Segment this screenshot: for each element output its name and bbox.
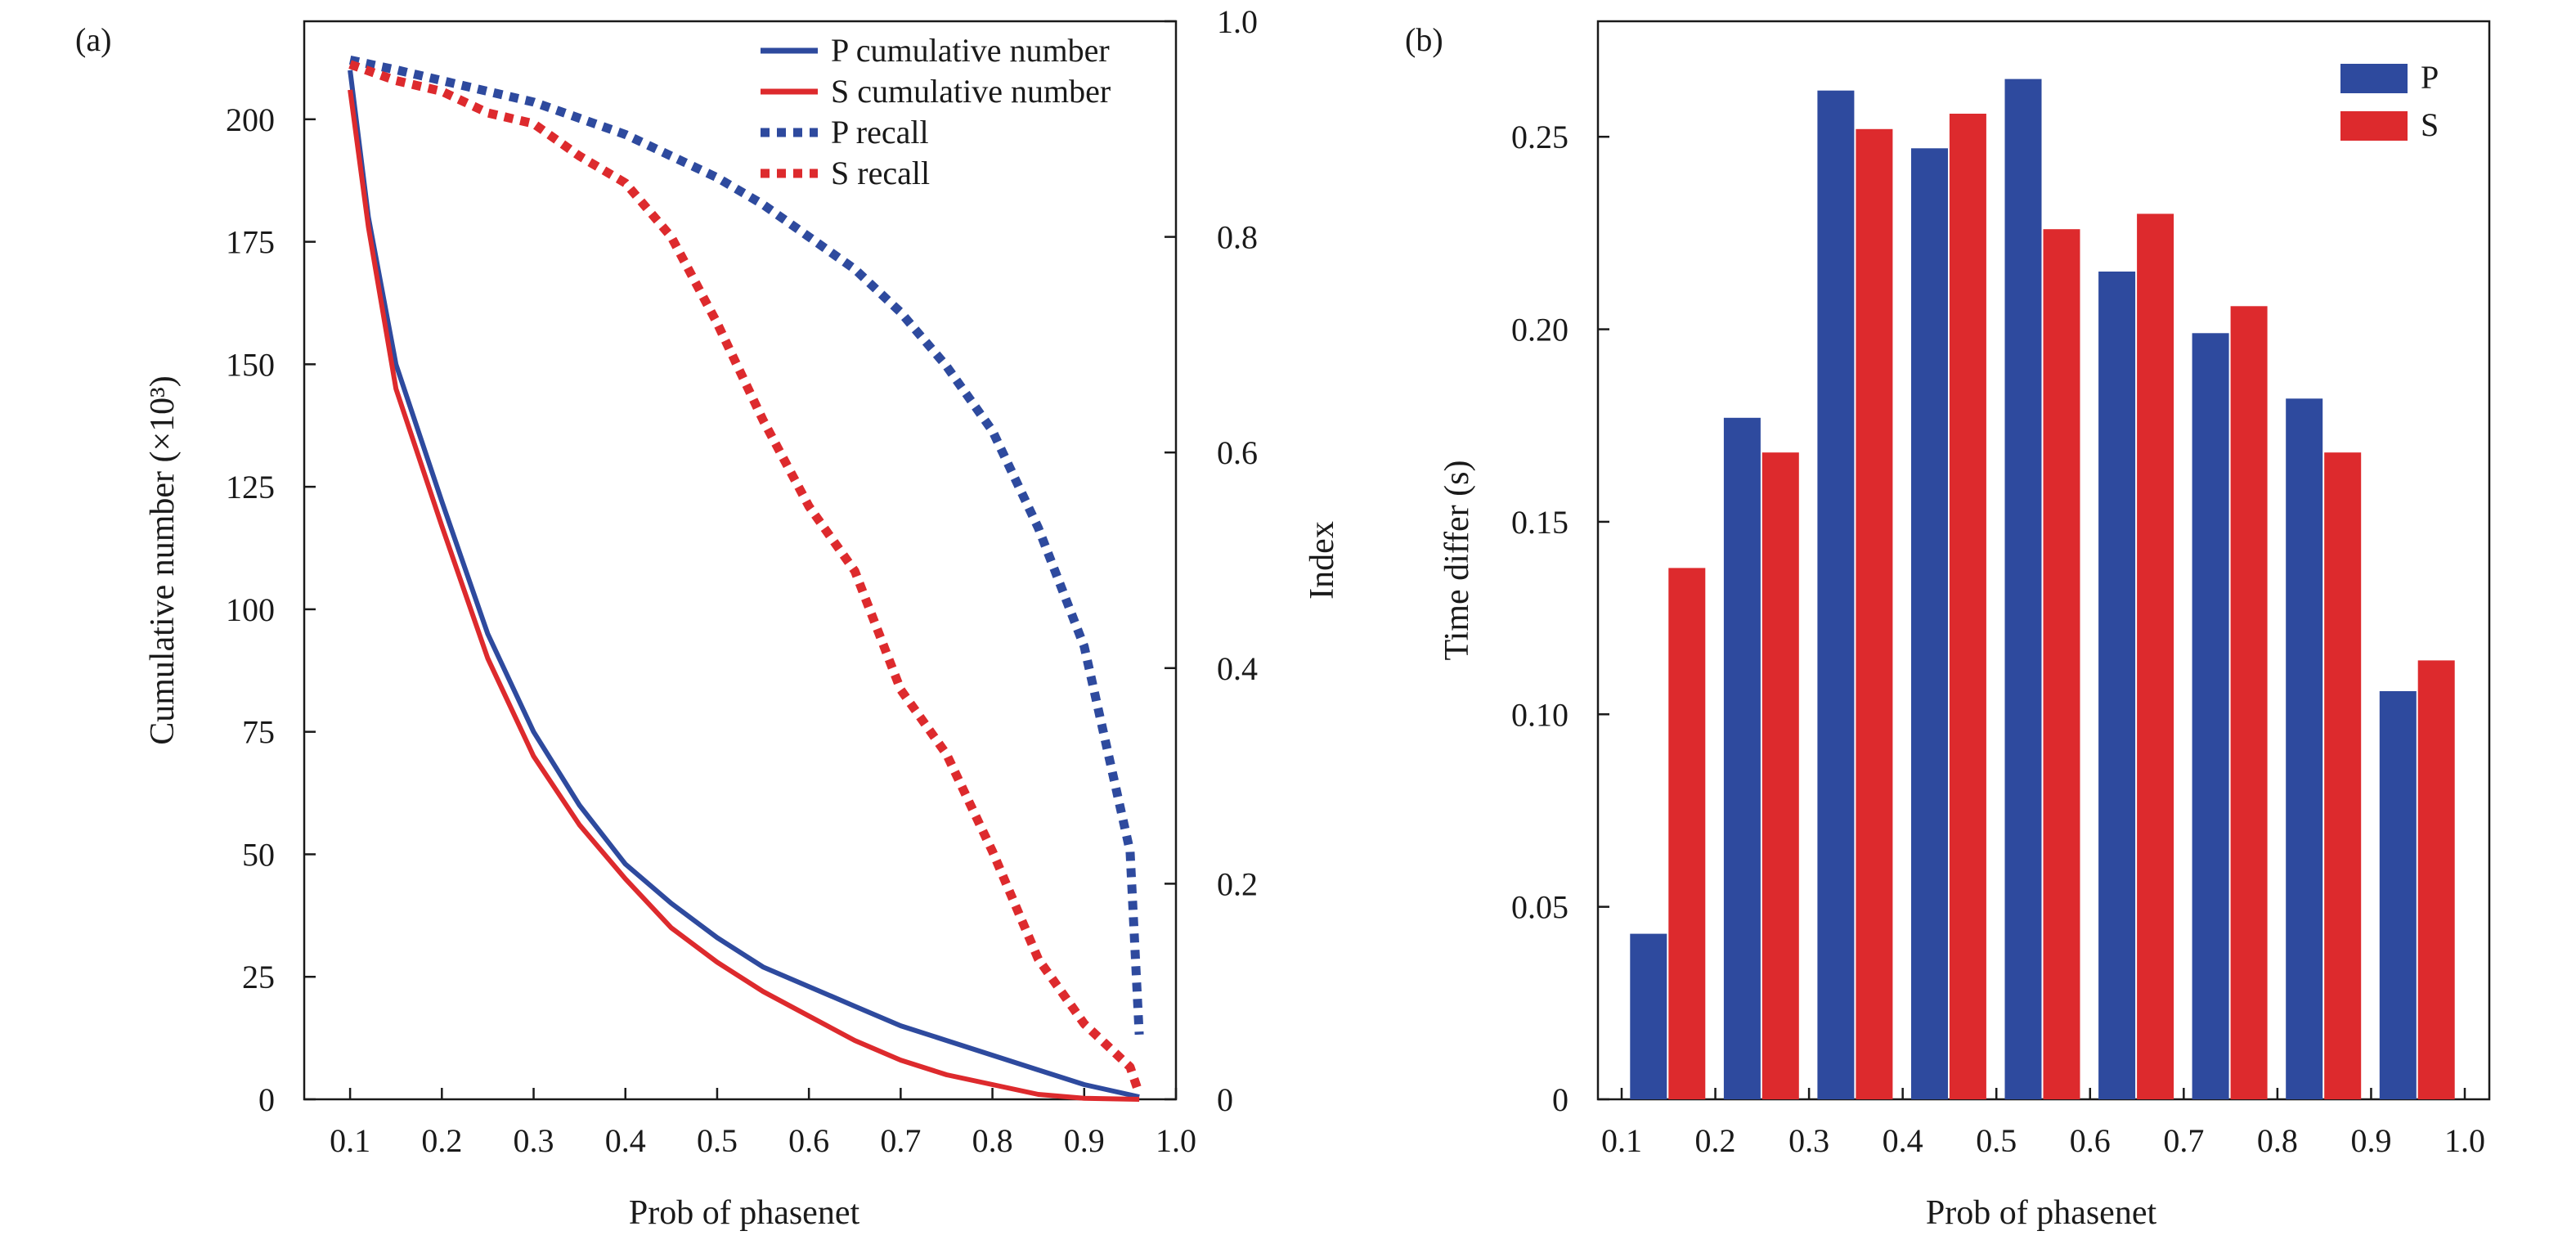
bar-s xyxy=(1668,568,1706,1099)
legend-label-s-cumulative: S cumulative number xyxy=(831,73,1111,110)
s-recall-line xyxy=(348,60,1144,1096)
legend-label-p-recall: P recall xyxy=(831,114,929,151)
panel-b-x-tick-label: 0.8 xyxy=(2257,1122,2298,1159)
bar-s xyxy=(2230,306,2268,1099)
panel-a-x-tick-label: 0.6 xyxy=(788,1122,829,1159)
legend-label-p-cumulative: P cumulative number xyxy=(831,32,1110,69)
panel-a-x-tick-label: 0.2 xyxy=(421,1122,462,1159)
panel-b-x-tick-label: 0.1 xyxy=(1601,1122,1642,1159)
panel-b-x-tick-label: 1.0 xyxy=(2444,1122,2485,1159)
panel-b-x-tick-label: 0.6 xyxy=(2070,1122,2111,1159)
panel-b-y-tick-label: 0.05 xyxy=(1511,889,1568,926)
panel-a-right-y-tick-label: 0.8 xyxy=(1217,219,1258,256)
panel-a-y-tick-label: 50 xyxy=(242,836,275,873)
legend-label-p: P xyxy=(2421,59,2439,96)
panel-a: (a) 0.1 0.2 0.3 0.4 0.5 0.6 0.7 0.8 0.9 1.0 0 25 50 7… xyxy=(75,3,1341,1232)
panel-a-right-y-tick-label: 0.6 xyxy=(1217,434,1258,471)
panel-a-x-tick-label: 1.0 xyxy=(1156,1122,1196,1159)
panel-a-x-tick-label: 0.1 xyxy=(330,1122,370,1159)
panel-a-y-tick-label: 75 xyxy=(242,714,275,751)
panel-a-label: (a) xyxy=(75,21,111,58)
panel-a-x-tick-label: 0.3 xyxy=(514,1122,554,1159)
bar-p xyxy=(2192,333,2229,1099)
panel-a-y-tick-label: 0 xyxy=(258,1081,275,1118)
panel-b-y-tick-label: 0.15 xyxy=(1511,504,1568,541)
panel-a-right-y-tick-label: 0 xyxy=(1217,1081,1233,1118)
legend-swatch-s xyxy=(2340,111,2408,141)
panel-a-plot-frame xyxy=(303,20,1178,1101)
bar-s xyxy=(2043,229,2080,1100)
bar-p xyxy=(2286,398,2323,1099)
panel-b-label: (b) xyxy=(1405,21,1443,58)
bar-s xyxy=(2417,660,2455,1099)
bar-p xyxy=(1817,90,1855,1100)
s-cumulative-line xyxy=(348,89,1140,1102)
p-recall-line xyxy=(348,56,1144,1036)
panel-a-y-tick-label: 150 xyxy=(226,346,275,383)
panel-a-x-tick-label: 0.7 xyxy=(880,1122,921,1159)
panel-a-right-y-tick-label: 1.0 xyxy=(1217,3,1258,40)
bar-s xyxy=(1949,114,1986,1099)
panel-a-right-y-tick-label: 0.4 xyxy=(1217,650,1258,687)
bar-s xyxy=(2324,452,2362,1099)
panel-b-legend: P S xyxy=(2340,59,2439,143)
panel-a-y-axis-title: Cumulative number (×10³) xyxy=(144,375,182,745)
panel-a-y-tick-label: 100 xyxy=(226,591,275,628)
panel-b-y-axis-title: Time differ (s) xyxy=(1438,461,1476,661)
panel-b-x-tick-label: 0.3 xyxy=(1788,1122,1829,1159)
legend-label-s-recall: S recall xyxy=(831,155,930,191)
bar-p xyxy=(1911,148,1948,1099)
legend-label-s: S xyxy=(2421,106,2439,143)
bar-p xyxy=(2379,691,2417,1099)
panel-b-y-tick-label: 0.10 xyxy=(1511,696,1568,733)
legend-swatch-p xyxy=(2340,64,2408,93)
panel-a-right-axis-title: Index xyxy=(1304,521,1341,600)
bar-p xyxy=(2004,79,2042,1100)
panel-a-right-y-tick-label: 0.2 xyxy=(1217,865,1258,902)
panel-b-x-tick-label: 0.2 xyxy=(1695,1122,1736,1159)
bar-p xyxy=(1723,417,1761,1099)
panel-b-x-axis-title: Prob of phasenet xyxy=(1926,1194,2157,1232)
panel-a-y-tick-label: 125 xyxy=(226,469,275,505)
panel-a-x-tick-label: 0.4 xyxy=(605,1122,646,1159)
p-cumulative-line xyxy=(348,70,1140,1099)
panel-a-legend: P cumulative number S cumulative number … xyxy=(761,32,1111,191)
panel-b-x-tick-label: 0.4 xyxy=(1883,1122,1923,1159)
panel-b-x-tick-label: 0.7 xyxy=(2163,1122,2204,1159)
bar-p xyxy=(1630,933,1667,1099)
panel-b-x-tick-label: 0.9 xyxy=(2350,1122,2391,1159)
panel-a-y-tick-label: 25 xyxy=(242,959,275,995)
bar-p xyxy=(2098,272,2136,1099)
panel-a-x-tick-label: 0.8 xyxy=(972,1122,1013,1159)
panel-a-x-tick-label: 0.9 xyxy=(1064,1122,1105,1159)
panel-b-y-tick-label: 0 xyxy=(1552,1081,1568,1118)
panel-a-x-axis-title: Prob of phasenet xyxy=(629,1194,860,1232)
panel-a-x-tick-label: 0.5 xyxy=(697,1122,738,1159)
panel-a-y-tick-label: 175 xyxy=(226,224,275,261)
panel-a-y-tick-label: 200 xyxy=(226,101,275,138)
panel-b-y-tick-label: 0.25 xyxy=(1511,119,1568,155)
bar-s xyxy=(2137,213,2174,1099)
bar-s xyxy=(1856,128,1893,1099)
bar-s xyxy=(1761,452,1799,1099)
panel-b-x-tick-label: 0.5 xyxy=(1976,1122,2017,1159)
panel-b-y-tick-label: 0.20 xyxy=(1511,312,1568,348)
panel-b: (b) 0.1 0.2 0.3 0.4 0.5 0.6 0.7 0.8 0.9 1.0 0 0.05 0… xyxy=(1405,20,2491,1232)
